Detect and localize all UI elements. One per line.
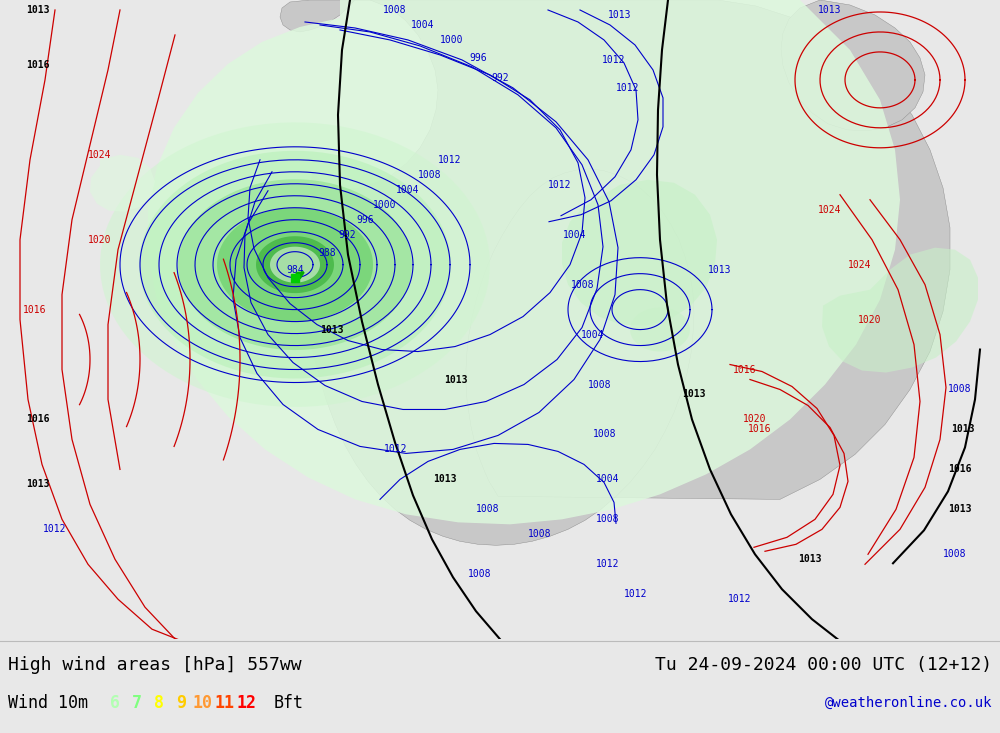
Text: 1000: 1000 [373, 199, 397, 210]
Text: 1013: 1013 [682, 389, 706, 399]
Text: 1020: 1020 [858, 314, 882, 325]
Text: 1016: 1016 [748, 424, 772, 435]
Text: 1016: 1016 [26, 414, 50, 424]
Text: Tu 24-09-2024 00:00 UTC (12+12): Tu 24-09-2024 00:00 UTC (12+12) [655, 656, 992, 674]
Polygon shape [302, 0, 950, 545]
Text: 1012: 1012 [596, 559, 620, 570]
Text: 1013: 1013 [26, 5, 50, 15]
Text: 1004: 1004 [563, 229, 587, 240]
Text: 1020: 1020 [743, 414, 767, 424]
Text: 1004: 1004 [596, 474, 620, 485]
Text: 992: 992 [491, 73, 509, 83]
Text: 1008: 1008 [948, 385, 972, 394]
Text: 1008: 1008 [383, 5, 407, 15]
Text: 996: 996 [356, 215, 374, 225]
Text: 1008: 1008 [571, 279, 595, 290]
Text: 1013: 1013 [26, 479, 50, 490]
Polygon shape [256, 236, 334, 293]
Text: 1012: 1012 [728, 594, 752, 604]
Text: 988: 988 [318, 248, 336, 258]
Text: 1004: 1004 [581, 330, 605, 339]
Text: 1013: 1013 [444, 375, 468, 385]
Text: 1012: 1012 [43, 524, 67, 534]
Text: 6: 6 [110, 694, 120, 712]
Text: 996: 996 [469, 53, 487, 63]
Polygon shape [781, 0, 925, 130]
Polygon shape [90, 155, 155, 212]
Text: 1013: 1013 [320, 325, 344, 334]
Text: 1008: 1008 [528, 529, 552, 539]
Text: 1004: 1004 [411, 20, 435, 30]
Text: 1016: 1016 [23, 305, 47, 314]
Text: 1024: 1024 [848, 259, 872, 270]
Text: 1012: 1012 [624, 589, 648, 600]
Text: 992: 992 [338, 229, 356, 240]
Text: 1013: 1013 [608, 10, 632, 20]
Text: 1012: 1012 [438, 155, 462, 165]
Text: 1013: 1013 [708, 265, 732, 275]
Text: 1024: 1024 [818, 205, 842, 215]
Text: 1008: 1008 [418, 170, 442, 180]
Polygon shape [822, 248, 978, 372]
Text: 1000: 1000 [440, 35, 464, 45]
Text: 1012: 1012 [616, 83, 640, 93]
Polygon shape [630, 308, 690, 352]
Polygon shape [178, 180, 412, 350]
Text: 1013: 1013 [948, 504, 972, 515]
Text: 1013: 1013 [818, 5, 842, 15]
Text: 9: 9 [176, 694, 186, 712]
Text: Wind 10m: Wind 10m [8, 694, 88, 712]
Text: 1013: 1013 [798, 554, 822, 564]
Text: 7: 7 [132, 694, 142, 712]
Text: 11: 11 [215, 694, 235, 712]
Text: 1016: 1016 [26, 60, 50, 70]
Text: 1013: 1013 [951, 424, 975, 435]
Text: 1008: 1008 [476, 504, 500, 515]
Polygon shape [100, 122, 490, 407]
Text: High wind areas [hPa] 557ww: High wind areas [hPa] 557ww [8, 656, 302, 674]
Text: 1016: 1016 [733, 364, 757, 375]
Text: 1012: 1012 [548, 180, 572, 190]
Polygon shape [270, 247, 320, 283]
Text: 1024: 1024 [88, 150, 112, 160]
Text: 984: 984 [286, 265, 304, 275]
Polygon shape [280, 0, 355, 32]
Text: 8: 8 [154, 694, 164, 712]
Polygon shape [562, 180, 717, 325]
Text: 1008: 1008 [943, 549, 967, 559]
Text: Bft: Bft [274, 694, 304, 712]
Text: 12: 12 [237, 694, 257, 712]
Text: 1008: 1008 [593, 430, 617, 440]
Text: 1016: 1016 [948, 465, 972, 474]
Text: 10: 10 [193, 694, 213, 712]
Polygon shape [139, 151, 451, 378]
Text: 1020: 1020 [88, 235, 112, 245]
Text: 1008: 1008 [468, 570, 492, 579]
Text: 1012: 1012 [602, 55, 626, 65]
Text: 1008: 1008 [596, 515, 620, 524]
Text: 1004: 1004 [396, 185, 420, 195]
Text: 1008: 1008 [588, 380, 612, 389]
Text: @weatheronline.co.uk: @weatheronline.co.uk [824, 696, 992, 710]
Polygon shape [217, 207, 373, 322]
Text: 1012: 1012 [384, 444, 408, 454]
Text: 1013: 1013 [433, 474, 457, 485]
Polygon shape [148, 0, 900, 524]
